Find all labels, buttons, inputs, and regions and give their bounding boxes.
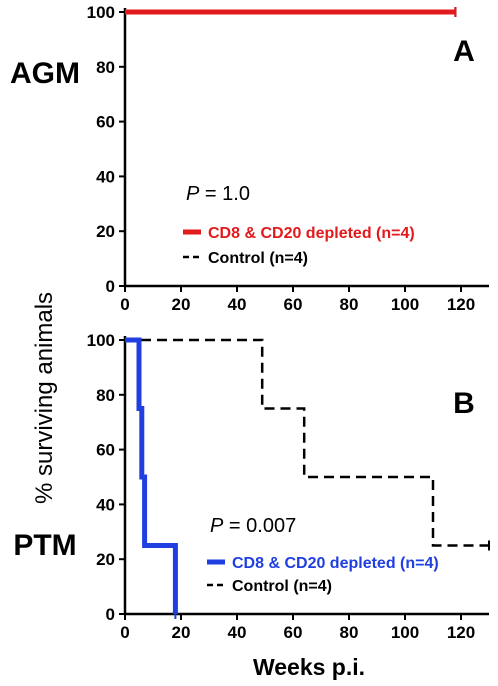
x-tick-label: 60: [284, 623, 303, 642]
y-tick-label: 100: [87, 331, 115, 350]
x-tick-label: 100: [391, 623, 419, 642]
row-label: PTM: [13, 529, 76, 562]
y-tick-label: 20: [96, 550, 115, 569]
p-symbol: P: [210, 515, 224, 537]
x-tick-label: 0: [120, 623, 129, 642]
x-tick-label: 60: [284, 295, 303, 314]
y-tick-label: 80: [96, 58, 115, 77]
y-tick-label: 100: [87, 3, 115, 22]
y-tick-label: 0: [106, 605, 115, 624]
x-tick-label: 120: [447, 295, 475, 314]
y-tick-label: 40: [96, 495, 115, 514]
p-value-annotation: P = 1.0: [186, 183, 250, 205]
series-line-control: [125, 338, 489, 547]
x-tick-label: 20: [172, 623, 191, 642]
p-value: = 0.007: [223, 515, 296, 537]
x-tick-label: 20: [172, 295, 191, 314]
x-tick-label: 80: [340, 295, 359, 314]
x-tick-label: 80: [340, 623, 359, 642]
y-axis-title: % surviving animals: [31, 292, 58, 504]
row-label: AGM: [10, 57, 80, 90]
x-tick-label: 120: [447, 623, 475, 642]
legend-label: Control (n=4): [208, 250, 308, 267]
x-tick-label: 100: [391, 295, 419, 314]
y-tick-label: 20: [96, 222, 115, 241]
panel-letter: B: [453, 387, 475, 420]
y-tick-label: 80: [96, 386, 115, 405]
panel-a: 0 20 40 60 80 100 0 20 40 60 80 100 120 A AGM P = 1.0 CD…: [10, 3, 489, 314]
p-value: = 1.0: [199, 183, 250, 205]
y-tick-label: 60: [96, 441, 115, 460]
panel-b: 0 20 40 60 80 100 0 20 40 60 80 100 120 B PTM P = 0.007…: [13, 331, 490, 642]
legend-label: Control (n=4): [232, 578, 332, 595]
x-tick-label: 40: [228, 295, 247, 314]
panel-letter: A: [453, 35, 475, 68]
legend-label: CD8 & CD20 depleted (n=4): [208, 225, 415, 242]
p-value-annotation: P = 0.007: [210, 515, 296, 537]
y-tick-label: 40: [96, 167, 115, 186]
x-axis-title: Weeks p.i.: [253, 654, 365, 680]
series-line-depleted: [125, 337, 178, 614]
legend-label: CD8 & CD20 depleted (n=4): [232, 555, 439, 572]
x-tick-label: 0: [120, 295, 129, 314]
y-tick-label: 60: [96, 113, 115, 132]
p-symbol: P: [186, 183, 200, 205]
x-tick-label: 40: [228, 623, 247, 642]
y-tick-label: 0: [106, 277, 115, 296]
